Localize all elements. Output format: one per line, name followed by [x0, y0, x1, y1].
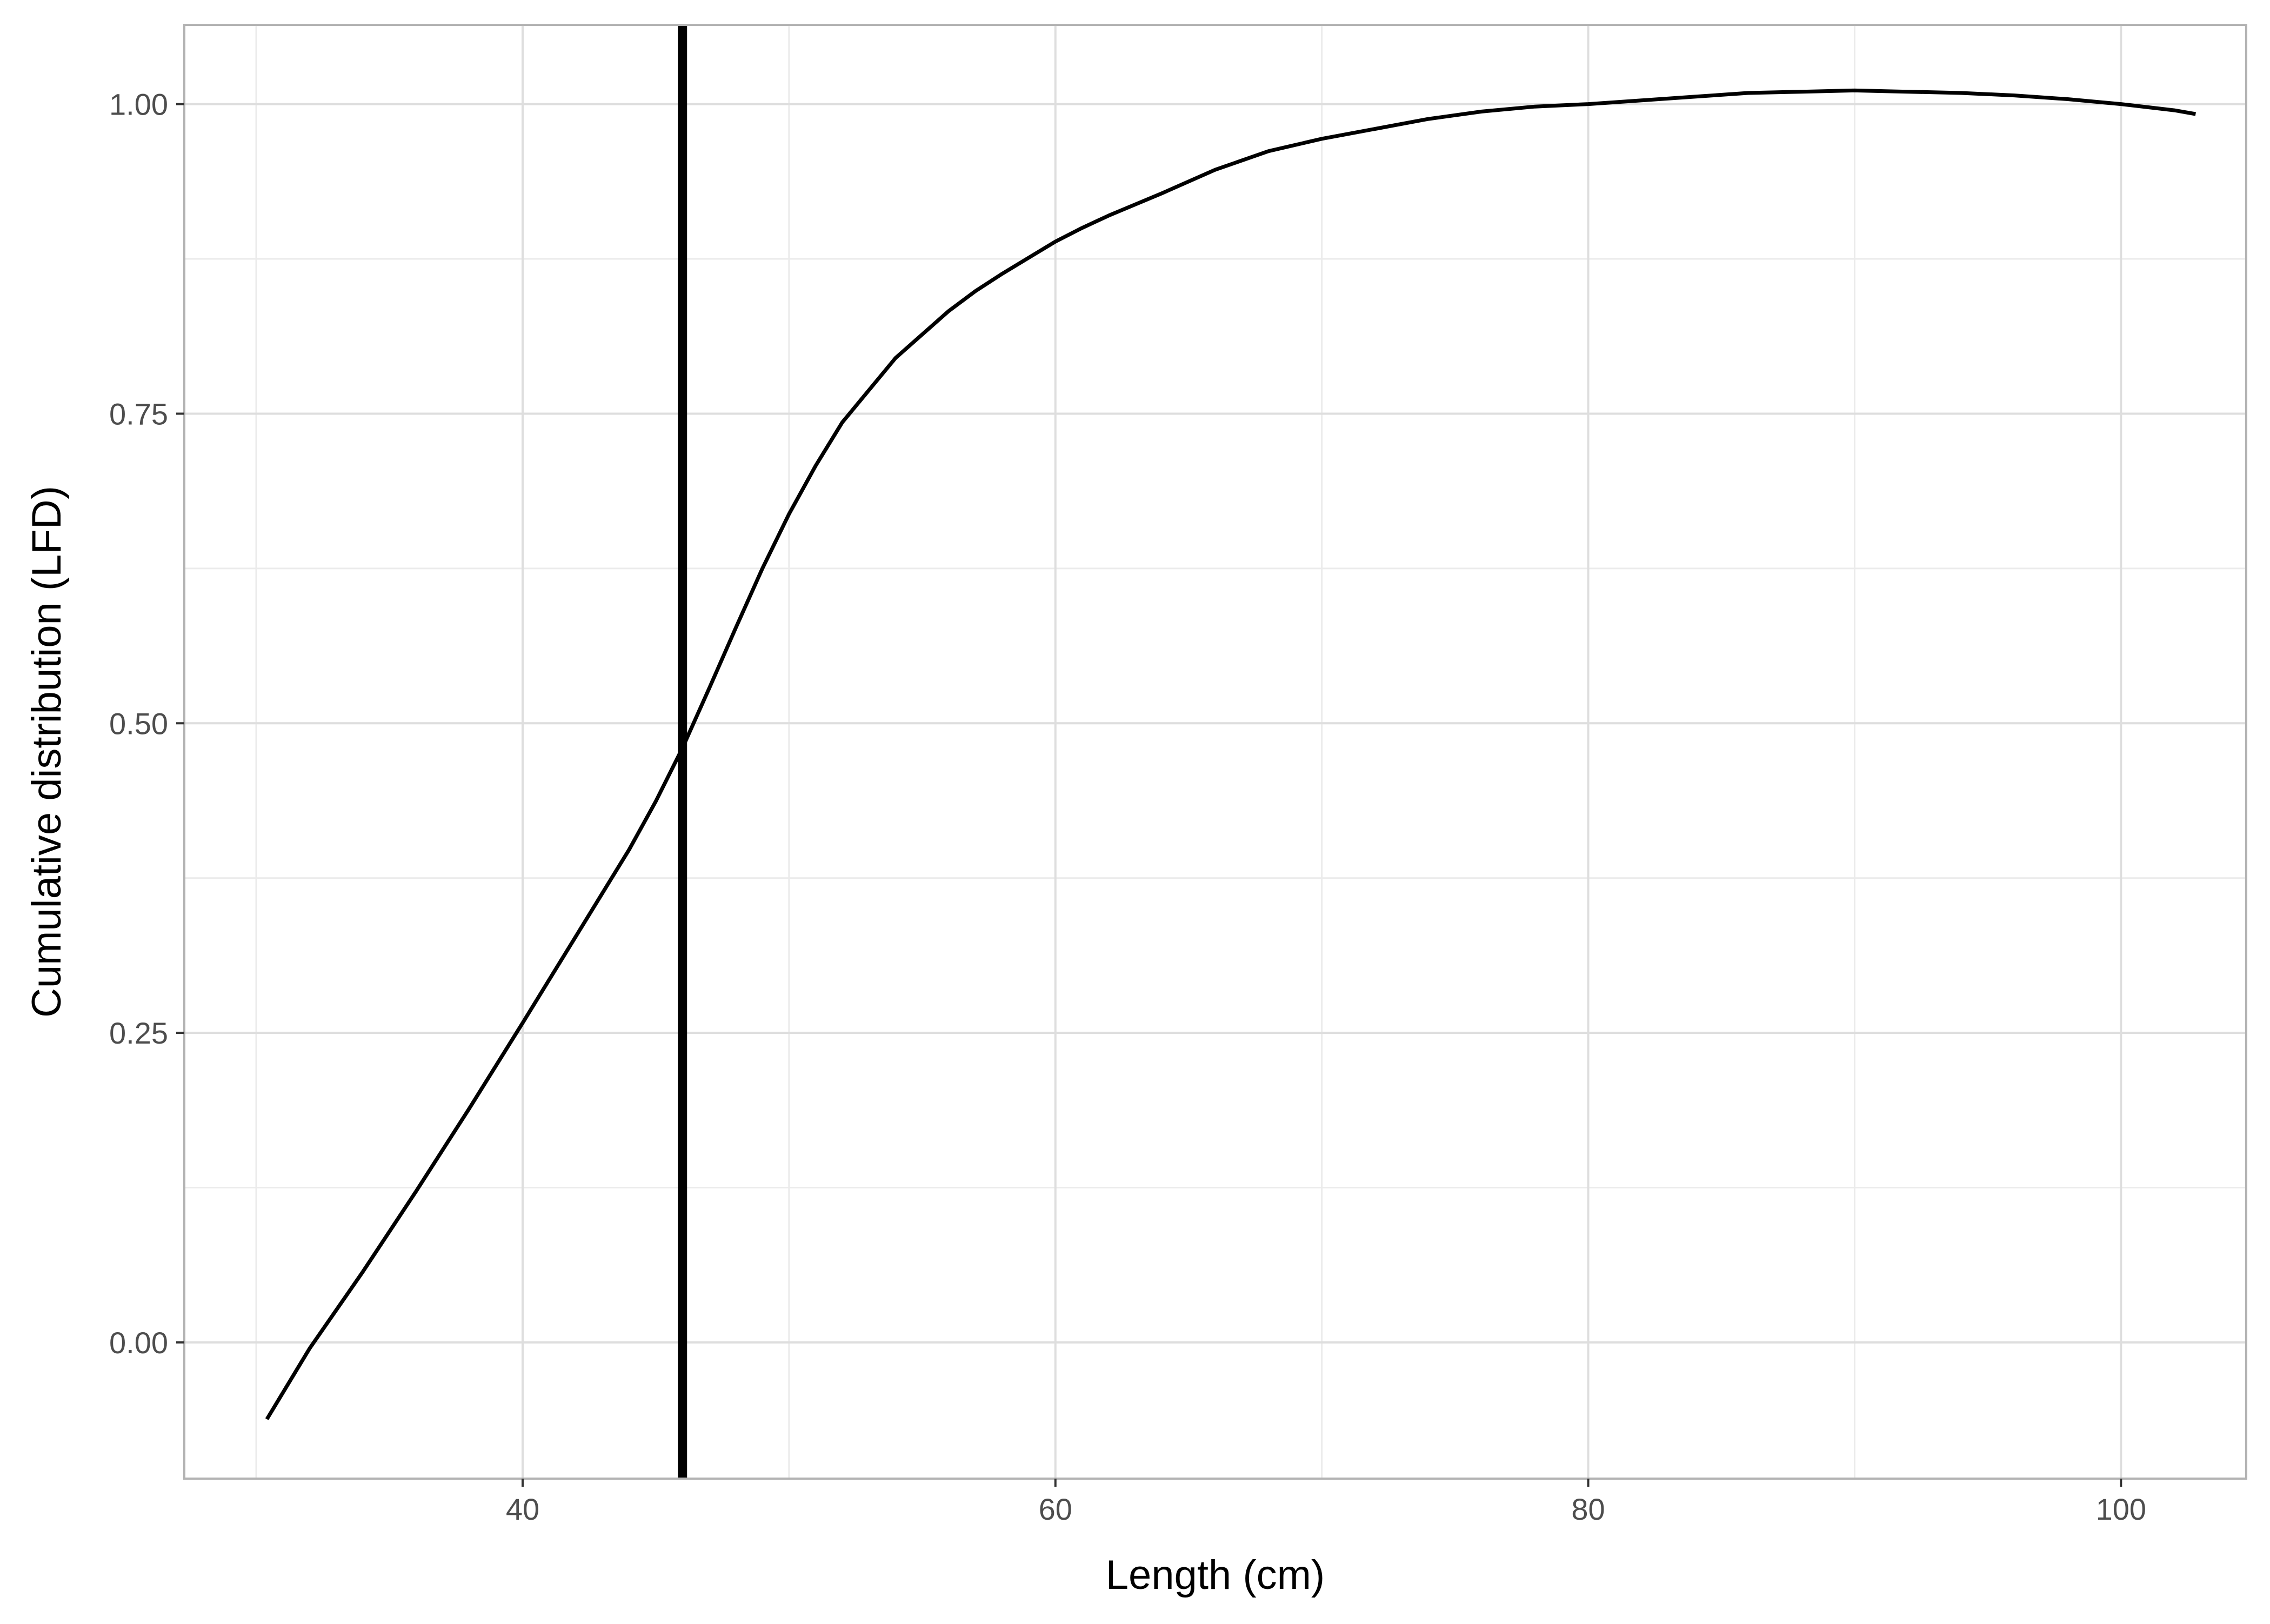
panel-border [183, 24, 2247, 1480]
y-tick-label: 0.75 [109, 397, 168, 431]
x-tick-label: 60 [1039, 1492, 1072, 1526]
axis-ticks: 40 60 80 100 0.00 0.25 0.50 0.75 1.00 [109, 88, 2146, 1526]
y-tick-label: 0.00 [109, 1326, 168, 1360]
grid [184, 25, 2246, 1479]
x-tick-label: 40 [506, 1492, 539, 1526]
x-tick-label: 100 [2096, 1492, 2146, 1526]
y-axis-title: Cumulative distribution (LFD) [24, 486, 70, 1018]
x-tick-label: 80 [1571, 1492, 1605, 1526]
y-tick-label: 0.25 [109, 1016, 168, 1050]
y-tick-label: 0.50 [109, 706, 168, 740]
plot-data [265, 25, 2196, 1479]
y-tick-label: 1.00 [109, 88, 168, 122]
x-axis-title: Length (cm) [1106, 1552, 1325, 1598]
series-line-1 [265, 88, 2196, 1420]
